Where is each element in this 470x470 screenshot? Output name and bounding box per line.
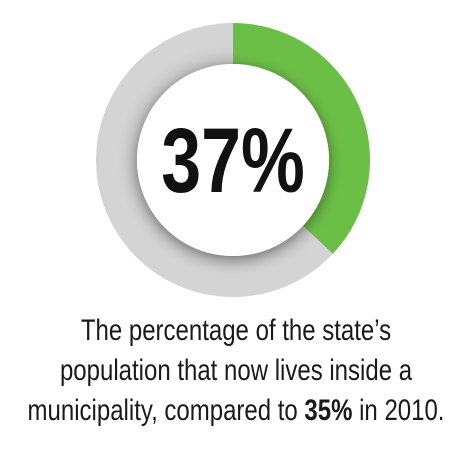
donut-center: [137, 64, 329, 256]
caption-text: in 2010.: [352, 392, 444, 426]
caption-highlight: 35%: [304, 392, 352, 426]
caption-line: population that now lives inside a: [60, 352, 413, 386]
caption-text: municipality, compared to: [28, 392, 305, 426]
donut-segment: [233, 23, 370, 254]
caption-line: municipality, compared to 35% in 2010.: [28, 392, 445, 426]
value-label: 37%: [161, 109, 305, 212]
caption-line: The percentage of the state’s: [81, 312, 391, 346]
donut: [96, 23, 370, 297]
